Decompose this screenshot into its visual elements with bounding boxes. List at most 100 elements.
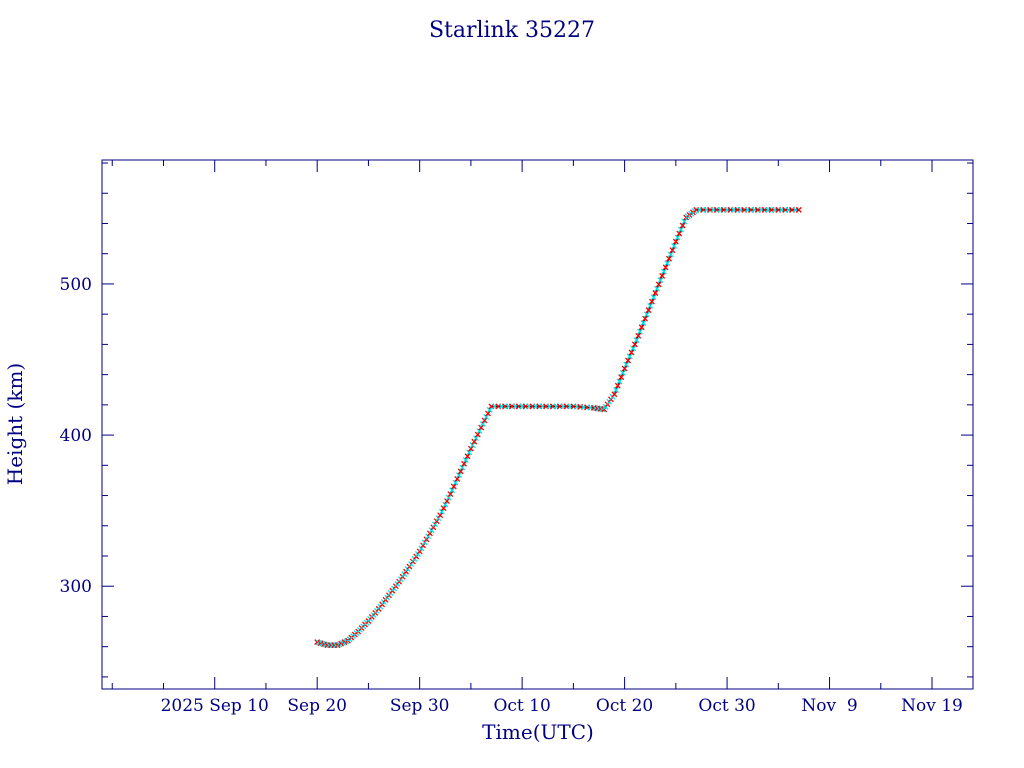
data-point-sub bbox=[486, 406, 493, 413]
data-point bbox=[642, 315, 649, 322]
data-point-sub bbox=[650, 294, 657, 301]
series-line bbox=[317, 209, 799, 646]
data-point-sub bbox=[667, 251, 674, 258]
x-axis: 2025 Sep 10 Sep 20 Sep 30 Oct 10 Oct 20 Oct 3… bbox=[111, 160, 963, 716]
y-tick-label: 500 bbox=[60, 275, 92, 295]
data-point-sub bbox=[640, 320, 647, 326]
data-point-sub bbox=[445, 494, 452, 501]
data-point-sub bbox=[483, 413, 490, 420]
data-point-sub bbox=[660, 268, 667, 275]
data-point-sub bbox=[664, 260, 671, 266]
data-point-sub bbox=[485, 410, 491, 417]
data-point-sub bbox=[459, 464, 466, 471]
data-point-sub bbox=[643, 311, 650, 318]
data-point bbox=[621, 365, 628, 372]
data-point-sub bbox=[315, 639, 322, 646]
data-point-sub bbox=[438, 508, 445, 515]
x-tick-label: Nov 19 bbox=[901, 696, 963, 716]
data-point-sub bbox=[425, 533, 432, 540]
data-point-sub bbox=[635, 332, 642, 339]
x-tick-label: 2025 Sep 10 bbox=[161, 696, 269, 716]
x-tick-label: Oct 30 bbox=[698, 696, 755, 716]
data-point-sub bbox=[430, 524, 437, 531]
data-point-sub bbox=[319, 640, 326, 647]
data-point-sub bbox=[638, 324, 645, 331]
data-point-sub bbox=[481, 417, 488, 424]
data-point-sub bbox=[471, 438, 478, 445]
data-point-sub bbox=[633, 337, 640, 344]
series-layer bbox=[314, 206, 802, 649]
x-tick-label: Sep 30 bbox=[390, 696, 450, 716]
data-point-sub bbox=[479, 421, 486, 427]
data-point bbox=[426, 530, 433, 537]
data-point-sub bbox=[674, 234, 681, 241]
data-point-sub bbox=[464, 453, 471, 460]
data-point-sub bbox=[628, 349, 635, 356]
data-point-sub bbox=[423, 536, 430, 543]
data-point-sub bbox=[418, 545, 425, 552]
data-point-sub bbox=[637, 328, 643, 335]
data-point-sub bbox=[476, 428, 483, 435]
data-point-sub bbox=[654, 285, 661, 292]
data-point-sub bbox=[666, 255, 672, 262]
plot-border bbox=[101, 159, 974, 690]
data-point-sub bbox=[623, 361, 630, 368]
y-tick-label: 400 bbox=[60, 426, 92, 446]
data-point-sub bbox=[420, 542, 427, 549]
data-point-sub bbox=[618, 374, 625, 381]
data-point-sub bbox=[669, 247, 676, 254]
data-point-sub bbox=[676, 230, 683, 237]
data-point-sub bbox=[677, 226, 684, 233]
data-point-sub bbox=[613, 387, 620, 393]
data-point-sub bbox=[657, 277, 664, 284]
data-point bbox=[611, 391, 618, 398]
data-point-sub bbox=[454, 475, 461, 482]
data-point-sub bbox=[435, 515, 442, 522]
data-point-sub bbox=[440, 505, 447, 512]
data-point-sub bbox=[461, 460, 468, 467]
data-point-sub bbox=[614, 382, 621, 389]
data-point-sub bbox=[626, 353, 633, 360]
data-point-sub bbox=[321, 641, 327, 648]
data-point bbox=[652, 290, 659, 296]
data-point bbox=[478, 424, 485, 431]
data-point-sub bbox=[432, 521, 438, 528]
data-point bbox=[631, 341, 638, 348]
data-point-sub bbox=[648, 298, 655, 305]
data-point-sub bbox=[681, 218, 688, 225]
data-point-sub bbox=[452, 479, 459, 486]
data-point-sub bbox=[421, 539, 428, 546]
data-point bbox=[457, 468, 464, 475]
data-point-sub bbox=[655, 281, 662, 288]
data-point-sub bbox=[449, 487, 456, 494]
data-point bbox=[416, 548, 423, 555]
chart-title: Starlink 35227 bbox=[429, 18, 595, 43]
data-point bbox=[447, 491, 454, 497]
data-point-sub bbox=[428, 527, 435, 534]
data-point bbox=[662, 264, 669, 271]
data-point-sub bbox=[450, 483, 457, 490]
data-point-sub bbox=[619, 369, 626, 376]
y-axis-label: Height (km) bbox=[3, 363, 27, 485]
data-point-sub bbox=[466, 449, 473, 456]
data-point-sub bbox=[616, 378, 623, 385]
data-point-sub bbox=[647, 302, 654, 309]
data-point-sub bbox=[599, 406, 606, 413]
data-point-sub bbox=[474, 431, 481, 438]
data-point-sub bbox=[444, 498, 450, 505]
data-point-sub bbox=[433, 518, 440, 525]
x-tick-label: Oct 10 bbox=[493, 696, 550, 716]
x-tick-label: Oct 20 bbox=[596, 696, 653, 716]
data-point-sub bbox=[473, 435, 479, 442]
data-point-sub bbox=[659, 272, 666, 279]
data-point bbox=[437, 512, 444, 519]
y-axis: 300 400 500 bbox=[60, 162, 973, 678]
data-point-sub bbox=[630, 345, 637, 352]
data-point-sub bbox=[462, 457, 469, 463]
data-point bbox=[795, 206, 802, 213]
data-point bbox=[672, 238, 679, 245]
data-point-sub bbox=[625, 357, 631, 364]
data-point-sub bbox=[442, 501, 449, 508]
plot-frame bbox=[101, 159, 974, 690]
